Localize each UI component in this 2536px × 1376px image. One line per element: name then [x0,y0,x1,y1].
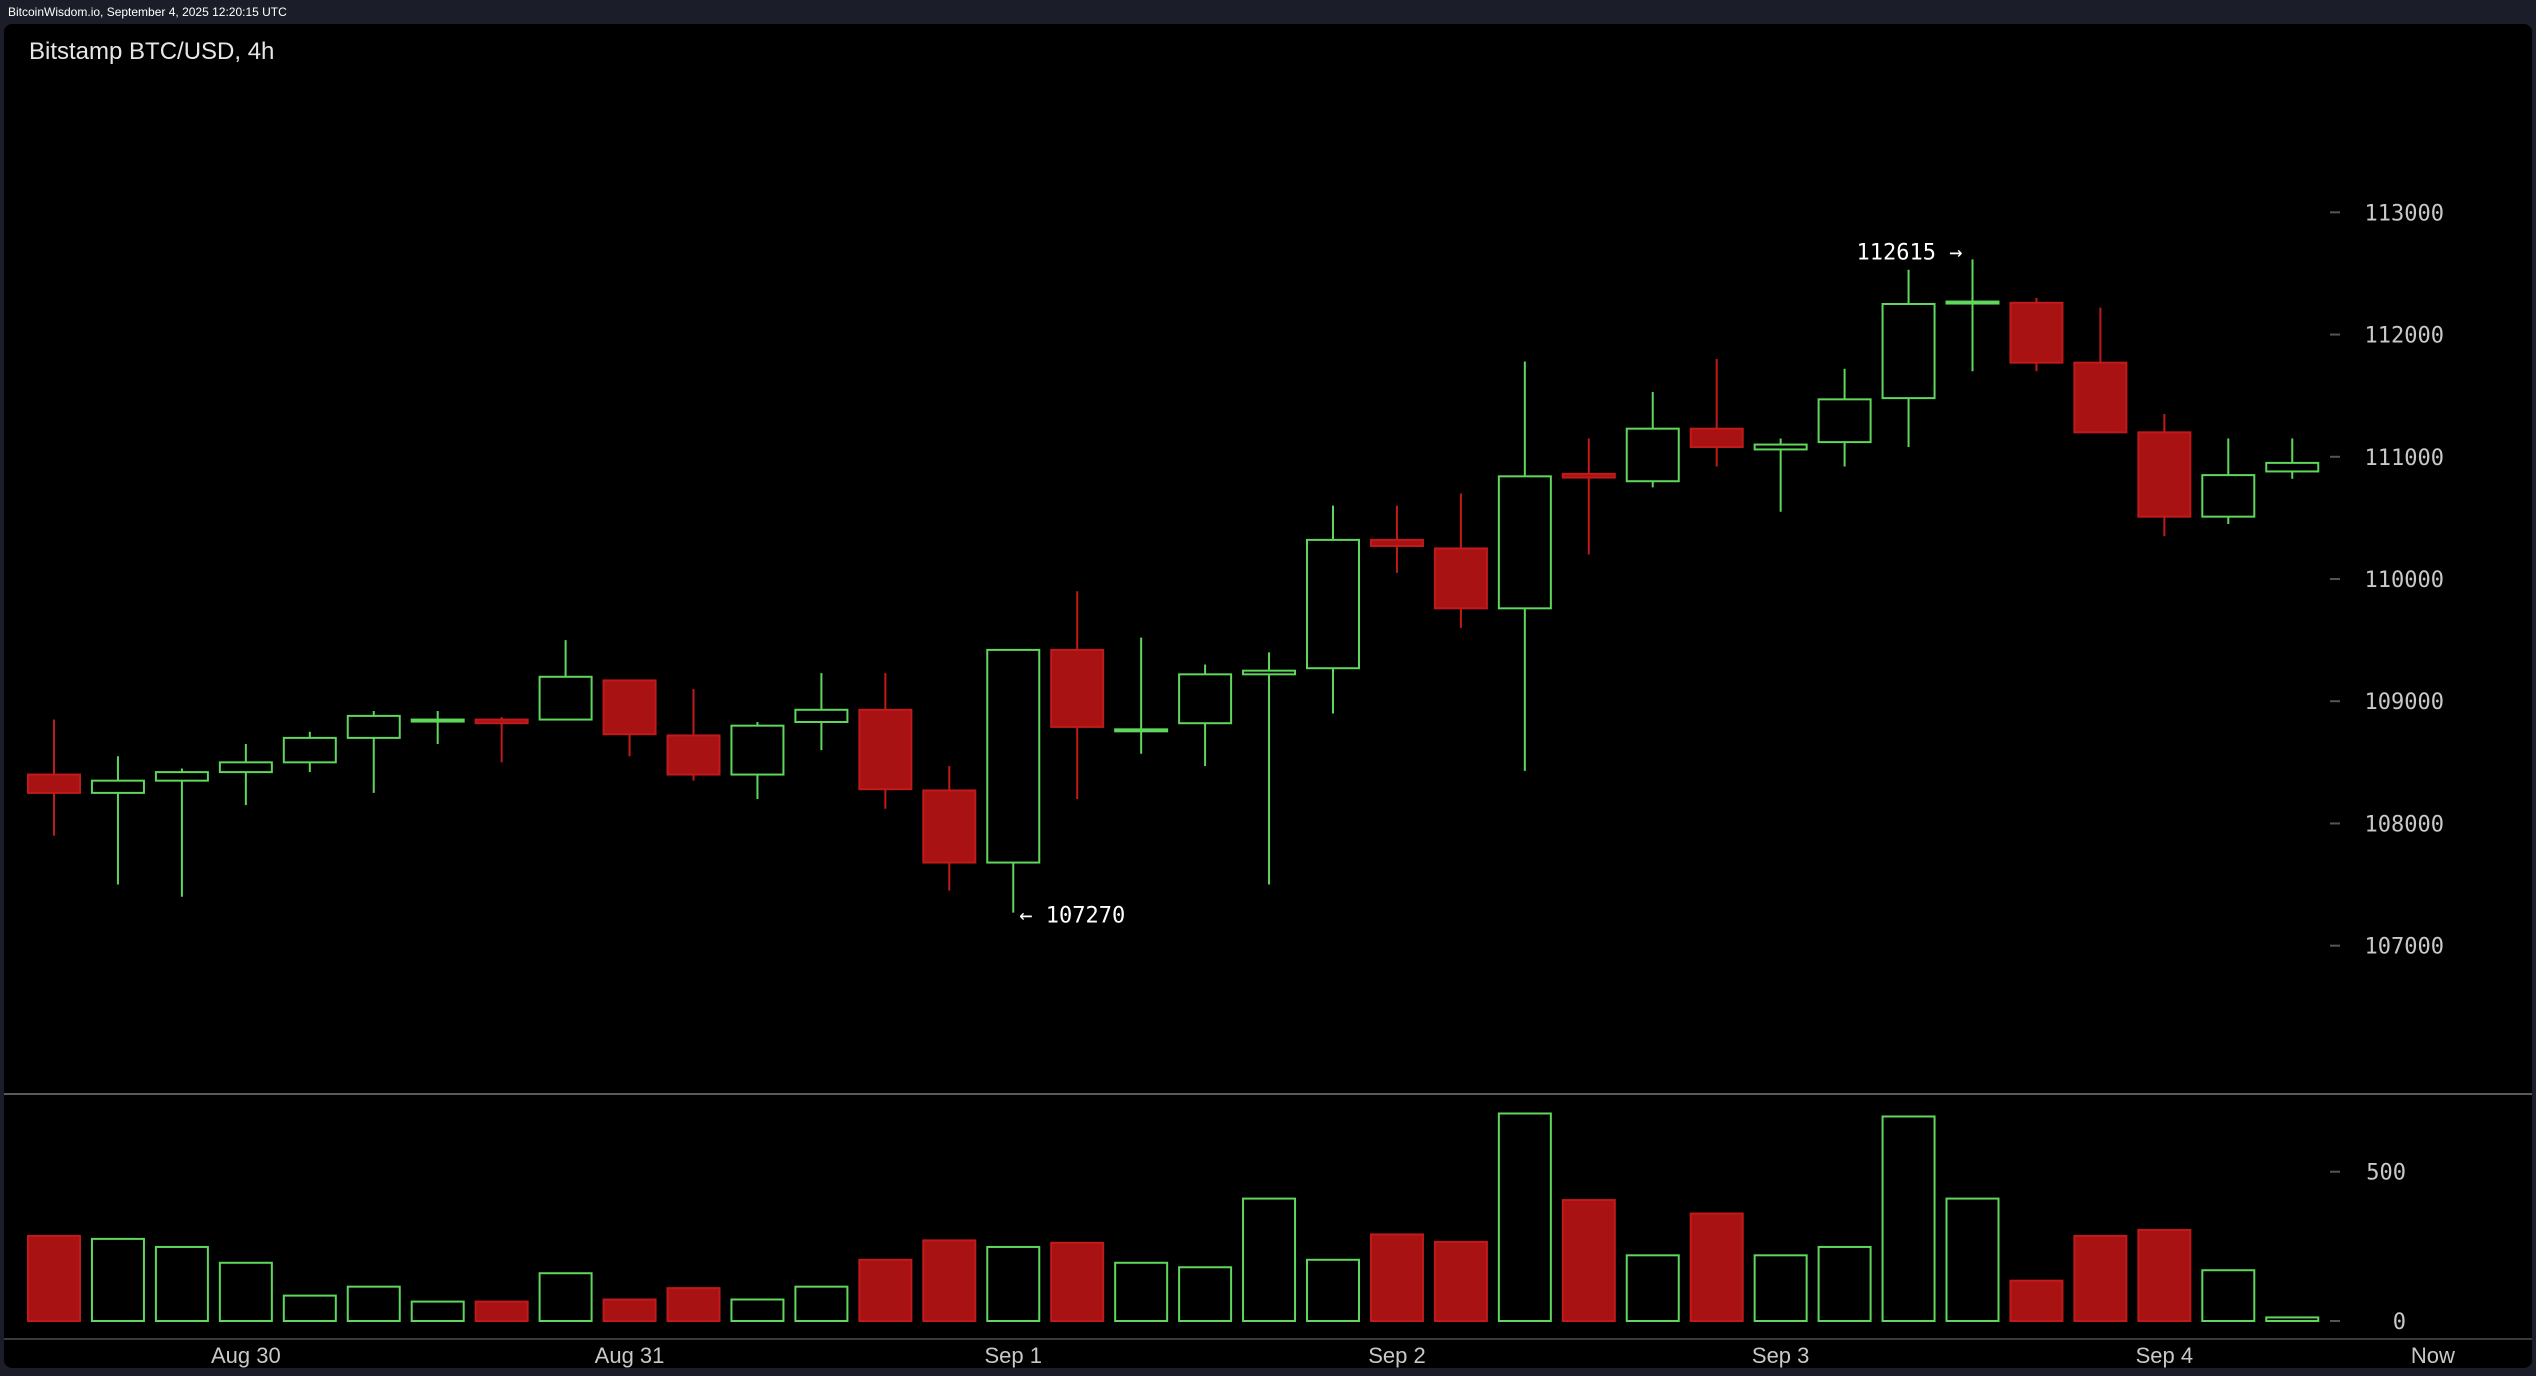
volume-tick-label: 500 [2366,1161,2406,1186]
volume-bar-up [1114,1261,1169,1322]
volume-bar-up [794,1285,849,1323]
candle-body-down [858,708,913,791]
volume-bar-down [1050,1241,1105,1323]
candle-body-up [794,708,849,723]
candle-body-up [346,714,401,739]
candle-body-up [1753,443,1808,451]
price-annotation: 112615 → [1857,240,1963,265]
candle-body-up [1817,398,1872,444]
chart-panel[interactable]: 107000 108000 109000 110000 111000 112000 1130… [4,24,2532,1368]
volume-bar-up [2201,1269,2256,1322]
volume-bar-down [1433,1240,1488,1322]
volume-bar-down [602,1298,657,1322]
date-label: Aug 30 [211,1343,281,1368]
volume-bar-up [154,1245,209,1323]
price-tick-label: 107000 [2365,935,2444,960]
volume-bar-down [2009,1279,2064,1323]
volume-bar-down [1561,1199,1616,1323]
volume-bar-up [1306,1258,1360,1322]
volume-bar-up [1625,1254,1680,1323]
price-tick-label: 110000 [2365,568,2444,593]
candle-body-up [538,675,593,721]
volume-bar-up [1753,1254,1808,1323]
volume-tick-label: 0 [2393,1310,2406,1335]
volume-bar-down [2073,1234,2128,1322]
date-label: Sep 1 [985,1343,1043,1368]
candle-body-down [2009,301,2064,364]
volume-bar-up [986,1245,1041,1323]
price-tick-label: 109000 [2365,690,2444,715]
date-label: Sep 4 [2136,1343,2194,1368]
price-tick-label: 113000 [2365,201,2444,226]
candle-body-down [2073,361,2128,434]
candle-body-up [1242,669,1297,676]
volume-bar-up [410,1300,465,1323]
chart-title: Bitstamp BTC/USD, 4h [29,38,275,65]
volume-bar-up [730,1298,785,1322]
candle-body-up [1881,303,1936,400]
candle-body-down [602,679,657,736]
volume-bar-down [666,1287,721,1322]
candle-body-up [410,718,465,723]
candle-body-up [1945,300,2000,305]
candle-body-up [282,736,337,764]
volume-bar-down [474,1300,529,1323]
volume-bar-up [282,1294,337,1323]
candle-body-up [218,761,273,774]
volume-bar-down [922,1239,977,1323]
candle-body-up [1114,728,1169,733]
price-tick-label: 112000 [2365,324,2444,349]
volume-bar-up [90,1237,145,1322]
volume-bar-down [858,1258,913,1322]
candle-body-down [1050,648,1105,728]
volume-bar-up [1178,1266,1233,1323]
price-tick-label: 108000 [2365,812,2444,837]
volume-bar-up [218,1261,273,1322]
candle-body-down [1433,547,1488,610]
volume-bar-up [1881,1115,1936,1322]
candle-body-down [474,718,529,725]
candle-body-up [1178,673,1233,725]
date-label: Sep 3 [1752,1343,1810,1368]
volume-bar-up [346,1285,401,1323]
candle-body-up [2201,474,2256,518]
volume-bar-up [1945,1197,2000,1322]
candle-body-down [666,734,721,776]
top-bar: BitcoinWisdom.io, September 4, 2025 12:2… [0,0,2536,24]
price-tick-label: 111000 [2365,446,2444,471]
candle-body-up [154,771,209,782]
volume-bar-up [1817,1245,1872,1323]
volume-bar-up [1242,1197,1297,1322]
candle-body-down [922,789,977,864]
volume-bar-down [27,1234,81,1322]
candle-body-up [730,724,785,776]
date-label: Aug 31 [595,1343,665,1368]
candle-body-up [1306,538,1360,670]
candle-body-down [2137,431,2192,518]
candle-body-up [1625,427,1680,483]
volume-bar-down [2137,1228,2192,1322]
candle-body-up [986,648,1041,864]
volume-bar-up [2265,1316,2320,1322]
price-annotation: ← 107270 [1019,904,1125,929]
volume-bar-down [1689,1212,1744,1322]
candle-body-down [1689,427,1744,448]
candlestick-chart[interactable]: 107000 108000 109000 110000 111000 112000 1130… [4,24,2532,1368]
volume-bar-down [1369,1233,1424,1323]
date-label: Now [2411,1343,2455,1368]
candle-body-down [1561,472,1616,479]
candle-body-up [2265,461,2320,473]
volume-bar-up [538,1272,593,1322]
candle-body-up [1497,475,1552,610]
source-timestamp: BitcoinWisdom.io, September 4, 2025 12:2… [8,5,287,19]
date-label: Sep 2 [1368,1343,1426,1368]
candle-body-up [90,779,145,794]
candle-body-down [27,773,81,794]
volume-bar-up [1497,1112,1552,1322]
candle-body-down [1369,538,1424,548]
